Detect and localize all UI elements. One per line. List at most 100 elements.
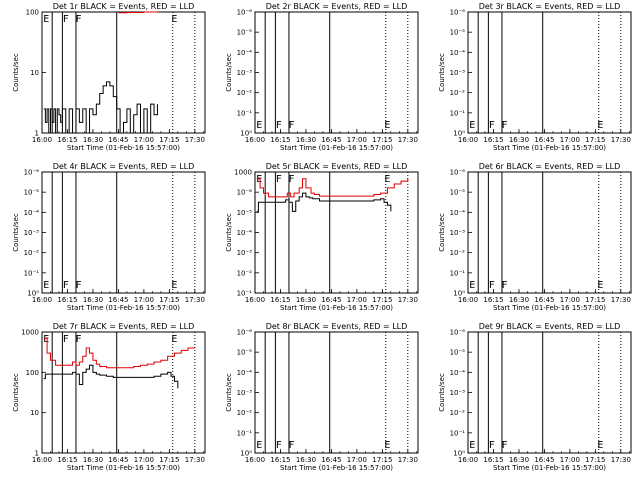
x-tick-label: 17:15	[372, 456, 392, 464]
x-tick-label: 16:00	[458, 296, 478, 304]
marker-label: F	[276, 120, 282, 131]
marker-label: E	[384, 120, 390, 131]
y-tick-label: 10⁻²	[237, 89, 253, 97]
y-tick-label: 10⁻⁴	[450, 49, 466, 57]
x-tick-label: 17:00	[134, 456, 154, 464]
x-tick-label: 17:30	[611, 456, 631, 464]
y-tick-label: 10⁻³	[237, 249, 253, 257]
y-axis-label: Counts/sec	[225, 53, 233, 92]
marker-label: E	[384, 174, 390, 185]
x-tick-label: 17:30	[185, 296, 205, 304]
marker-label: F	[276, 440, 282, 451]
panel-title: Det 4r BLACK = Events, RED = LLD	[53, 162, 195, 171]
detector-panel-9: Det 9r BLACK = Events, RED = LLD 16:00 16:…	[426, 320, 639, 480]
y-tick-label: 10⁻³	[237, 69, 253, 77]
detector-panel-1: Det 1r BLACK = Events, RED = LLD 16:00 16:…	[0, 0, 213, 160]
marker-label: F	[75, 280, 81, 291]
x-tick-label: 16:45	[534, 296, 554, 304]
x-tick-label: 16:00	[245, 296, 265, 304]
detector-panel-5: Det 5r BLACK = Events, RED = LLD 16:00 16:…	[213, 160, 426, 320]
marker-label: F	[489, 280, 495, 291]
y-axis-label: Counts/sec	[438, 373, 446, 412]
y-tick-label: 10⁻³	[450, 389, 466, 397]
y-tick-label: 10⁻⁵	[237, 349, 253, 357]
x-tick-label: 16:15	[270, 456, 290, 464]
y-tick-label: 10⁻²	[450, 89, 466, 97]
x-tick-label: 16:45	[108, 136, 128, 144]
x-axis-label: Start Time (01-Feb-16 15:57:00)	[280, 144, 393, 152]
y-axis-label: Counts/sec	[12, 53, 20, 92]
x-tick-label: 16:45	[321, 296, 341, 304]
panel-title: Det 2r BLACK = Events, RED = LLD	[266, 2, 408, 11]
x-tick-label: 16:45	[534, 456, 554, 464]
y-tick-label: 1	[35, 450, 39, 458]
y-tick-label: 10⁻³	[450, 69, 466, 77]
x-tick-label: 17:00	[560, 296, 580, 304]
y-tick-label: 1000	[21, 329, 39, 337]
y-tick-label: 10⁻¹	[450, 269, 466, 277]
y-tick-label: 10⁻⁶	[237, 189, 253, 197]
y-tick-label: 10	[30, 69, 39, 77]
y-tick-label: 10⁻⁶	[450, 169, 466, 177]
y-tick-label: 10⁻⁶	[237, 329, 253, 337]
panel-title: Det 8r BLACK = Events, RED = LLD	[266, 322, 408, 331]
marker-label: E	[256, 174, 262, 185]
plot-frame	[467, 11, 632, 134]
x-tick-label: 16:30	[296, 136, 316, 144]
y-tick-label: 10⁻²	[237, 409, 253, 417]
y-tick-label: 10⁻³	[24, 229, 40, 237]
x-tick-label: 16:00	[32, 456, 52, 464]
detector-panel-6: Det 6r BLACK = Events, RED = LLD 16:00 16:…	[426, 160, 639, 320]
x-tick-label: 16:15	[270, 136, 290, 144]
panel-title: Det 9r BLACK = Events, RED = LLD	[479, 322, 621, 331]
marker-label: F	[501, 120, 507, 131]
y-tick-label: 10⁻⁴	[237, 229, 253, 237]
y-axis-label: Counts/sec	[225, 373, 233, 412]
x-tick-label: 17:00	[560, 456, 580, 464]
y-tick-label: 10⁻¹	[450, 429, 466, 437]
y-tick-label: 1	[35, 130, 39, 138]
marker-label: F	[75, 14, 81, 25]
y-tick-label: 10⁻⁵	[237, 29, 253, 37]
y-tick-label: 10⁰	[240, 450, 252, 458]
detector-panel-4: Det 4r BLACK = Events, RED = LLD 16:00 16:…	[0, 160, 213, 320]
y-tick-label: 10⁻⁴	[24, 209, 40, 217]
y-tick-label: 10⁻²	[24, 249, 40, 257]
marker-label: F	[501, 280, 507, 291]
marker-label: F	[489, 120, 495, 131]
marker-label: E	[171, 334, 177, 345]
y-tick-label: 10⁻²	[450, 409, 466, 417]
plot-frame	[41, 171, 206, 294]
x-tick-label: 17:30	[611, 296, 631, 304]
x-tick-label: 17:00	[134, 296, 154, 304]
plot-frame	[254, 331, 419, 454]
x-tick-label: 17:00	[134, 136, 154, 144]
x-tick-label: 16:30	[83, 136, 103, 144]
x-tick-label: 17:30	[185, 456, 205, 464]
y-tick-label: 10⁰	[453, 450, 465, 458]
y-axis-label: Counts/sec	[438, 213, 446, 252]
y-tick-label: 100	[26, 9, 39, 17]
plot-frame	[41, 331, 206, 454]
events-series-line	[43, 81, 158, 134]
x-tick-label: 17:15	[585, 456, 605, 464]
marker-label: F	[63, 280, 69, 291]
marker-label: E	[43, 280, 49, 291]
chart-svg: Det 7r BLACK = Events, RED = LLD 16:00 16:…	[12, 322, 206, 472]
x-tick-label: 17:30	[611, 136, 631, 144]
y-tick-label: 10⁻⁶	[237, 9, 253, 17]
marker-label: F	[288, 174, 294, 185]
y-tick-label: 10⁻⁵	[450, 29, 466, 37]
x-tick-label: 16:00	[32, 136, 52, 144]
marker-label: E	[597, 120, 603, 131]
x-tick-label: 17:00	[347, 136, 367, 144]
marker-label: F	[288, 440, 294, 451]
x-tick-label: 17:30	[185, 136, 205, 144]
y-tick-label: 10⁻⁶	[24, 169, 40, 177]
plot-frame	[254, 11, 419, 134]
marker-label: F	[75, 334, 81, 345]
x-tick-label: 16:30	[83, 456, 103, 464]
y-tick-label: 10⁻⁵	[450, 349, 466, 357]
chart-svg: Det 2r BLACK = Events, RED = LLD 16:00 16:…	[225, 2, 419, 152]
x-axis-label: Start Time (01-Feb-16 15:57:00)	[280, 464, 393, 472]
